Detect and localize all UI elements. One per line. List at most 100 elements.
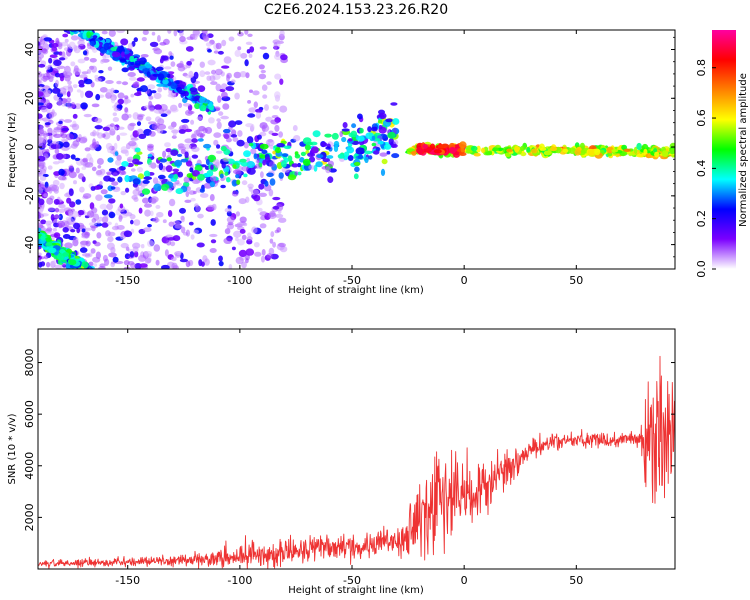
noise-cell [223,175,227,180]
ridge-cell [162,150,167,158]
ridge-cell [84,271,91,275]
ridge-cell [481,147,486,154]
ridge-cell [91,272,96,279]
noise-cell [257,207,263,212]
ridge-cell [119,203,124,209]
ridge-cell [77,270,83,274]
snr-ytick-label: 4000 [23,452,36,480]
noise-cell [107,221,112,226]
noise-cell [70,210,79,218]
noise-cell [54,208,60,212]
ridge-cell [89,278,96,283]
ridge-cell [65,16,72,20]
noise-cell [142,197,150,204]
noise-cell [116,80,122,85]
noise-cell [146,256,152,264]
noise-cell [205,42,212,47]
noise-cell [261,124,270,132]
noise-cell [53,232,61,239]
ridge-cell [304,144,311,151]
ridge-cell [236,179,241,185]
noise-cell [164,142,171,148]
noise-cell [277,40,281,48]
noise-cell [46,261,51,268]
noise-cell [259,46,267,50]
noise-cell [48,111,55,119]
noise-cell [53,59,62,66]
snr-frame [37,328,676,570]
ridge-cell [543,150,552,156]
noise-cell [85,240,91,247]
ridge-cell [205,158,210,166]
noise-cell [115,159,122,166]
noise-cell [179,258,188,263]
noise-cell [55,37,60,45]
noise-cell [190,234,195,240]
spectrogram-ytick-label: -40 [23,236,36,254]
noise-cell [168,51,173,57]
noise-cell [161,168,166,173]
ridge-cell [357,135,365,142]
noise-cell [59,182,65,190]
ridge-cell [178,90,186,95]
ridge-cell [226,177,231,183]
snr-series-line [38,355,675,569]
noise-cell [44,122,51,126]
ridge-cell [261,149,268,154]
ridge-cell [276,143,285,148]
noise-cell [132,189,141,196]
noise-cell [116,154,122,161]
ridge-cell [220,145,227,152]
ridge-cell [82,271,87,277]
ridge-cell [59,249,66,254]
ridge-cell [669,148,675,155]
ridge-cell [62,20,68,24]
noise-cell [100,189,108,195]
noise-cell [133,219,141,226]
ridge-cell [138,65,147,69]
noise-cell [149,210,154,217]
noise-cell [166,110,172,114]
noise-cell [248,53,253,58]
noise-cell [58,159,65,164]
noise-cell [101,222,109,228]
noise-cell [82,193,92,199]
noise-cell [95,194,103,201]
noise-cell [123,260,130,266]
noise-cell [107,66,113,71]
noise-cell [185,260,191,268]
ridge-cell [61,22,69,27]
noise-cell [206,204,215,211]
noise-cell [91,65,97,73]
noise-cell [97,165,102,169]
ridge-cell [103,42,110,51]
noise-cell [38,141,44,147]
noise-cell [47,165,53,170]
ridge-cell [88,275,92,279]
noise-cell [221,39,227,47]
noise-cell [38,53,44,59]
ridge-cell [215,150,223,154]
ridge-cell [293,135,301,142]
ridge-cell [59,16,68,23]
noise-cell [152,217,160,223]
spectrogram-xtick-label: -150 [115,274,140,287]
ridge-cell [63,30,68,33]
ridge-cell [368,155,373,160]
ridge-cell [83,272,87,279]
ridge-cell [160,183,170,191]
ridge-cell [74,26,79,30]
ridge-cell [88,271,95,277]
noise-cell [58,120,63,125]
noise-cell [176,251,182,256]
noise-cell [262,94,268,99]
noise-cell [106,242,115,250]
ridge-cell [84,269,89,273]
noise-cell [260,171,264,179]
noise-cell [253,101,258,108]
ridge-cell [83,269,90,276]
noise-cell [274,73,282,80]
ridge-cell [59,22,65,26]
noise-cell [228,120,237,128]
noise-cell [148,100,153,108]
